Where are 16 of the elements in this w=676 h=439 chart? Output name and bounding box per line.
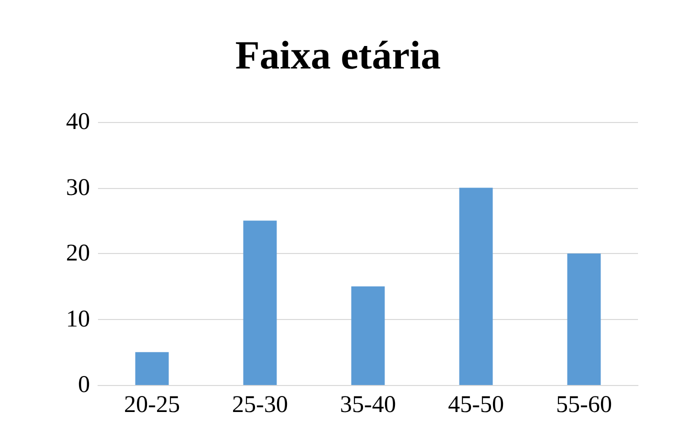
x-tick-label: 20-25	[124, 392, 180, 418]
y-tick-label: 0	[78, 372, 90, 398]
x-tick-label: 45-50	[448, 392, 504, 418]
bar	[135, 352, 169, 385]
y-tick-label: 20	[66, 240, 90, 266]
bar	[351, 286, 385, 385]
y-tick-label: 40	[66, 109, 90, 135]
bar	[243, 220, 277, 385]
x-tick-label: 55-60	[556, 392, 612, 418]
y-tick-label: 10	[66, 306, 90, 332]
bar	[459, 188, 493, 385]
y-tick-label: 30	[66, 174, 90, 201]
x-tick-label: 35-40	[340, 392, 396, 418]
x-tick-label: 25-30	[232, 392, 288, 418]
bar	[567, 254, 601, 385]
chart-title: Faixa etária	[235, 32, 441, 78]
